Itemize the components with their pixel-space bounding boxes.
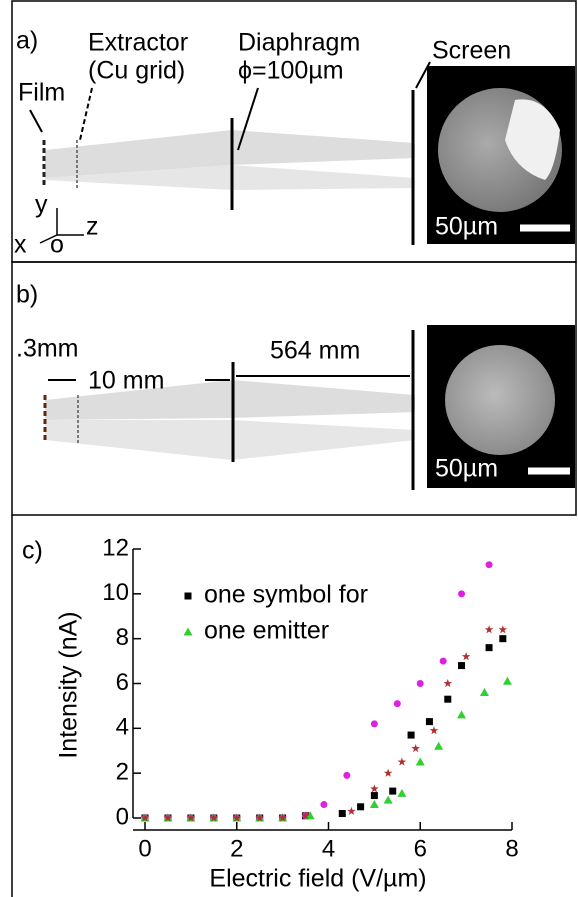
point [370,792,378,800]
pointer [79,87,93,141]
x-axis-title: Electric field (V/µm) [209,865,426,893]
spot-highlight [505,99,560,180]
y-tick-label: 12 [102,534,129,561]
spot [445,345,555,455]
label: ϕ=100µm [238,57,344,85]
point [416,680,424,687]
scale-label: 50µm [435,455,498,483]
beam [45,165,415,190]
point [499,635,507,643]
panel-frame [11,261,577,516]
beam [45,130,415,178]
y-tick-label: 10 [102,579,129,606]
point [429,726,439,735]
y-tick-label: 6 [116,669,129,696]
pointer [415,61,431,89]
point [140,813,150,822]
point [255,813,264,822]
point [209,813,219,822]
panel-label: c) [22,537,43,565]
point [343,771,351,779]
point [479,687,489,696]
y-tick-label: 4 [116,714,129,741]
point [305,811,315,820]
point [338,810,346,818]
point [383,795,393,804]
point [485,561,493,569]
x-tick-label: 0 [138,835,151,862]
point [301,811,310,820]
point [232,813,242,822]
point [443,679,453,688]
point [461,652,471,661]
point [397,757,407,766]
x-tick-label: 8 [505,835,518,862]
point [415,757,425,766]
label: (Cu grid) [88,57,185,85]
y-tick-label: 8 [116,624,129,651]
panel-label: b) [16,281,38,309]
pointer [237,87,259,151]
point [484,625,494,634]
point [407,731,415,739]
legend-marker [183,627,193,636]
legend-marker [184,592,192,600]
scale-label: 50µm [435,213,498,241]
beam [45,380,415,420]
point [434,741,444,750]
x-tick-label: 2 [230,835,243,862]
dimension: 10 mm [88,367,164,395]
legend-label: one emitter [204,617,329,645]
point [186,813,196,822]
point [485,644,493,652]
x-tick-label: 6 [414,835,427,862]
pointer [29,109,43,133]
legend-label: one symbol for [204,581,368,609]
point [411,744,420,753]
dimension: .3mm [16,335,79,363]
y-tick-label: 2 [116,759,129,786]
label: Screen [432,37,511,65]
point [458,590,466,598]
point [389,787,397,795]
point [502,676,512,685]
axis-label: o [50,231,64,259]
point [457,710,467,719]
point [370,720,378,728]
x-tick-label: 4 [322,835,335,862]
axis-label: z [86,213,99,241]
panel-c: c) Electric field (V/µm) Intensity (nA) … [22,534,519,892]
axis-arrow [39,234,58,244]
point [439,657,447,665]
label: Extractor [88,29,188,57]
point [393,700,401,708]
point [458,662,466,670]
y-tick-label: 0 [116,803,129,830]
point [370,784,379,793]
label: Diaphragm [238,29,360,57]
beam [45,420,415,460]
axis-label: x [14,231,27,259]
point [357,803,365,811]
point [498,625,508,634]
axis-label: y [35,191,48,219]
panel-a: 50µm a) Film Extractor (Cu grid) Diaphra… [14,27,575,259]
point [383,768,393,777]
point [320,801,328,809]
point [369,800,379,809]
point [278,813,287,822]
panel-label: a) [16,27,38,55]
dimension: 564 mm [270,337,360,365]
panel-b: 50µm b) .3mm 10 mm 564 mm [16,281,575,490]
point [425,718,433,726]
y-axis-title: Intensity (nA) [55,611,83,758]
point [397,788,407,797]
point [347,806,356,815]
point [444,695,452,703]
point [163,813,173,822]
label: Film [18,79,65,107]
